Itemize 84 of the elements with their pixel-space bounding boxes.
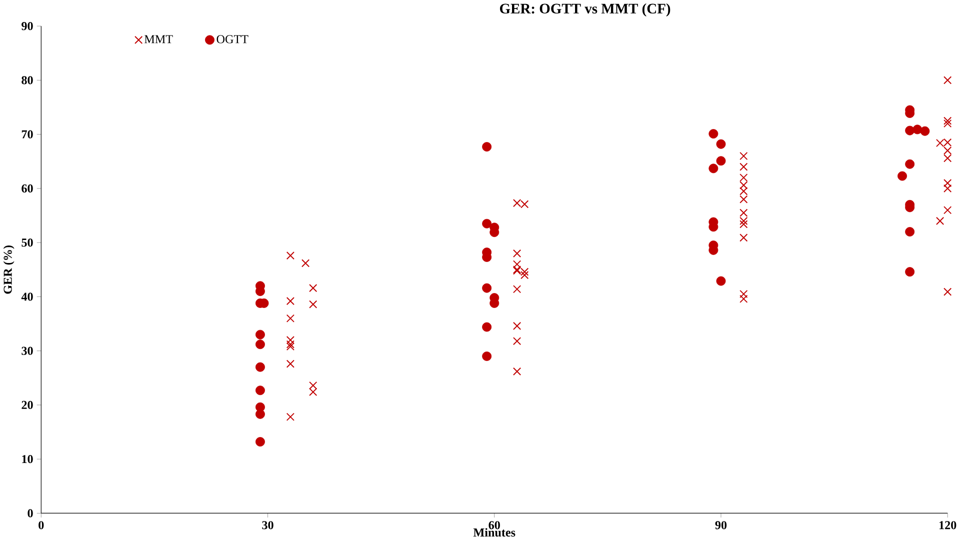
point bbox=[944, 179, 952, 188]
x-tick-label: 60 bbox=[488, 521, 500, 530]
point bbox=[512, 322, 522, 330]
point bbox=[716, 139, 726, 149]
point bbox=[740, 195, 748, 204]
x-tick-label: 0 bbox=[38, 521, 44, 530]
point bbox=[255, 386, 265, 396]
point bbox=[716, 156, 726, 166]
y-tick-label: 70 bbox=[22, 130, 33, 138]
point bbox=[309, 284, 318, 292]
point bbox=[912, 124, 922, 134]
point bbox=[512, 260, 522, 268]
x-tick-label: 90 bbox=[715, 521, 727, 530]
point bbox=[944, 206, 952, 214]
y-tick-label: 50 bbox=[22, 238, 33, 247]
point bbox=[255, 409, 265, 419]
y-tick-label: 30 bbox=[22, 346, 33, 355]
point bbox=[740, 290, 748, 298]
point bbox=[740, 174, 748, 182]
point bbox=[740, 208, 748, 217]
point bbox=[482, 352, 492, 362]
point bbox=[740, 220, 748, 228]
y-tick-label: 20 bbox=[22, 400, 33, 410]
point bbox=[286, 314, 294, 322]
point bbox=[944, 146, 952, 155]
point bbox=[740, 152, 748, 160]
point bbox=[944, 76, 952, 84]
point bbox=[512, 367, 522, 376]
point bbox=[286, 252, 294, 260]
point bbox=[740, 234, 748, 242]
point bbox=[255, 330, 265, 340]
point bbox=[740, 294, 748, 303]
y-tick-label: 0 bbox=[28, 509, 33, 518]
point bbox=[286, 342, 294, 351]
point bbox=[309, 300, 318, 308]
point bbox=[944, 116, 952, 125]
y-tick-label: 40 bbox=[21, 292, 33, 301]
point bbox=[716, 276, 726, 286]
point bbox=[944, 288, 952, 296]
x-tick-label: 120 bbox=[939, 521, 956, 530]
y-tick-label: 60 bbox=[22, 184, 33, 193]
point bbox=[301, 259, 310, 268]
point bbox=[286, 360, 294, 368]
point bbox=[482, 218, 492, 228]
point bbox=[708, 129, 718, 139]
y-tick-label: 80 bbox=[22, 76, 33, 84]
point bbox=[740, 216, 748, 226]
point bbox=[512, 249, 522, 258]
point bbox=[898, 171, 907, 181]
point bbox=[905, 159, 915, 169]
point bbox=[255, 340, 265, 350]
point bbox=[286, 340, 294, 348]
point bbox=[286, 297, 294, 306]
point bbox=[512, 337, 522, 346]
point bbox=[905, 227, 915, 237]
point bbox=[905, 267, 915, 277]
point bbox=[740, 162, 748, 171]
x-axis-title: Minutes bbox=[473, 528, 516, 537]
point bbox=[512, 285, 522, 294]
chart-title: GER: OGTT vs MMT (CF) bbox=[500, 3, 670, 16]
legend-label: OGTT bbox=[216, 35, 248, 44]
y-tick-label: 10 bbox=[22, 455, 33, 464]
point bbox=[708, 164, 718, 174]
point bbox=[255, 362, 265, 372]
y-axis-title: GER (%) bbox=[3, 246, 14, 294]
point bbox=[286, 412, 294, 421]
point bbox=[944, 184, 952, 193]
point bbox=[309, 388, 318, 396]
point bbox=[740, 187, 748, 196]
legend-label: MMT bbox=[144, 35, 173, 44]
point bbox=[255, 437, 265, 447]
point bbox=[482, 283, 492, 293]
point bbox=[936, 216, 944, 226]
point bbox=[944, 119, 952, 128]
x-tick-label: 30 bbox=[262, 521, 274, 530]
point bbox=[920, 126, 930, 136]
point bbox=[482, 322, 492, 332]
point bbox=[944, 154, 952, 162]
point bbox=[482, 142, 492, 152]
y-tick-label: 90 bbox=[22, 22, 33, 30]
point bbox=[286, 336, 294, 344]
point bbox=[309, 381, 318, 390]
point bbox=[520, 271, 529, 280]
point bbox=[740, 181, 748, 190]
